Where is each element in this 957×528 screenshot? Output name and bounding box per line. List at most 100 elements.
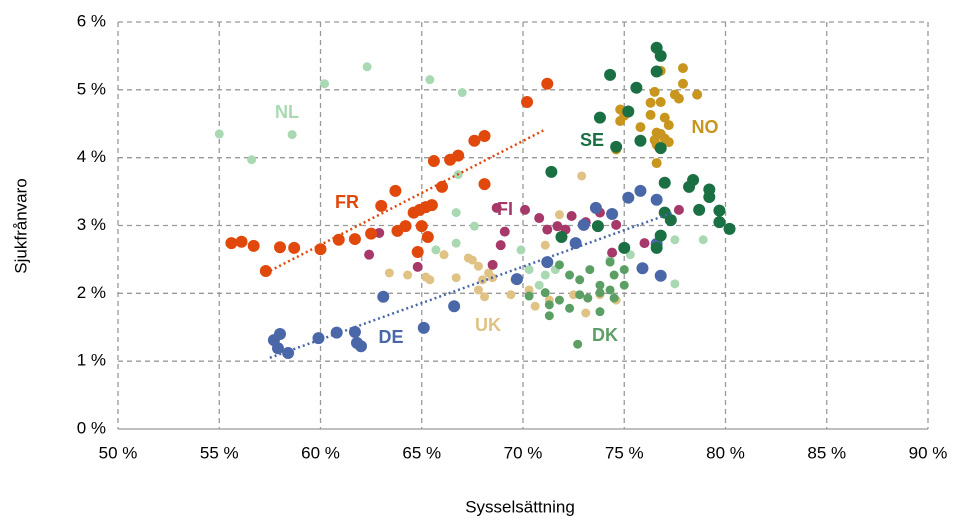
point	[524, 265, 534, 275]
y-tick-label: 0 %	[77, 418, 106, 437]
point	[478, 275, 487, 285]
point	[235, 235, 248, 248]
point	[593, 111, 606, 124]
point	[542, 224, 553, 235]
point	[649, 86, 660, 97]
point	[650, 193, 663, 206]
point	[425, 75, 435, 85]
y-tick-label: 2 %	[77, 283, 106, 302]
y-tick-label: 6 %	[77, 11, 106, 30]
point	[534, 213, 545, 224]
point	[619, 280, 629, 290]
point	[609, 293, 619, 303]
point	[312, 332, 325, 345]
point	[412, 261, 423, 272]
point	[670, 279, 680, 289]
point	[480, 292, 490, 302]
point	[314, 243, 327, 256]
point	[411, 245, 424, 258]
point	[577, 218, 590, 231]
point	[575, 275, 585, 285]
point	[555, 231, 568, 244]
point	[499, 226, 510, 237]
point	[225, 237, 238, 250]
point	[457, 88, 467, 98]
point	[639, 238, 650, 249]
point	[554, 295, 564, 305]
point	[595, 280, 605, 290]
point	[506, 290, 516, 300]
point	[673, 204, 684, 215]
point	[713, 216, 726, 229]
point	[375, 199, 388, 212]
point	[540, 240, 550, 250]
x-tick-label: 90 %	[909, 443, 948, 462]
x-tick-label: 75 %	[605, 443, 644, 462]
point	[605, 285, 615, 295]
x-tick-label: 80 %	[706, 443, 745, 462]
point	[364, 249, 375, 260]
point	[606, 207, 619, 220]
point	[282, 347, 295, 360]
series-label: FR	[335, 192, 359, 212]
series-label: DK	[592, 325, 618, 345]
point	[540, 270, 550, 280]
trendline	[269, 210, 676, 359]
point	[663, 120, 674, 131]
x-axis-title: Sysselsättning	[465, 497, 575, 516]
point	[365, 227, 378, 240]
point	[451, 273, 461, 283]
point	[362, 62, 372, 72]
point	[495, 240, 506, 251]
point	[650, 241, 663, 254]
point	[541, 77, 554, 90]
point	[577, 171, 587, 181]
point	[609, 270, 619, 280]
point	[630, 81, 643, 94]
point	[467, 255, 477, 265]
point	[425, 199, 438, 212]
y-tick-label: 5 %	[77, 79, 106, 98]
point	[659, 112, 670, 123]
point	[510, 273, 523, 286]
point	[585, 265, 595, 275]
point	[478, 178, 491, 191]
x-tick-label: 70 %	[504, 443, 543, 462]
trendline	[265, 129, 544, 275]
point	[713, 204, 726, 217]
point	[214, 129, 224, 139]
point	[431, 245, 441, 255]
point	[451, 208, 461, 218]
point	[651, 158, 662, 169]
point	[604, 68, 617, 81]
point	[271, 342, 284, 355]
series-label: NO	[692, 117, 719, 137]
point	[595, 307, 605, 317]
point	[421, 231, 434, 244]
point	[565, 303, 575, 313]
series-label: SE	[580, 130, 604, 150]
x-tick-label: 85 %	[807, 443, 846, 462]
point	[634, 184, 647, 197]
point	[247, 155, 257, 165]
point	[650, 65, 663, 78]
point	[473, 261, 483, 271]
point	[247, 239, 260, 252]
point	[377, 290, 390, 303]
series-label: UK	[475, 315, 501, 335]
point	[595, 288, 605, 298]
y-tick-label: 3 %	[77, 215, 106, 234]
x-tick-label: 55 %	[200, 443, 239, 462]
point	[427, 155, 440, 168]
point	[540, 288, 550, 298]
point	[355, 340, 367, 353]
point	[654, 49, 667, 62]
point	[605, 257, 615, 267]
point	[565, 270, 575, 280]
y-tick-label: 1 %	[77, 351, 106, 370]
series-label: FI	[497, 199, 513, 219]
point	[670, 235, 680, 245]
point	[524, 291, 534, 301]
point	[287, 130, 297, 140]
point	[615, 116, 626, 127]
